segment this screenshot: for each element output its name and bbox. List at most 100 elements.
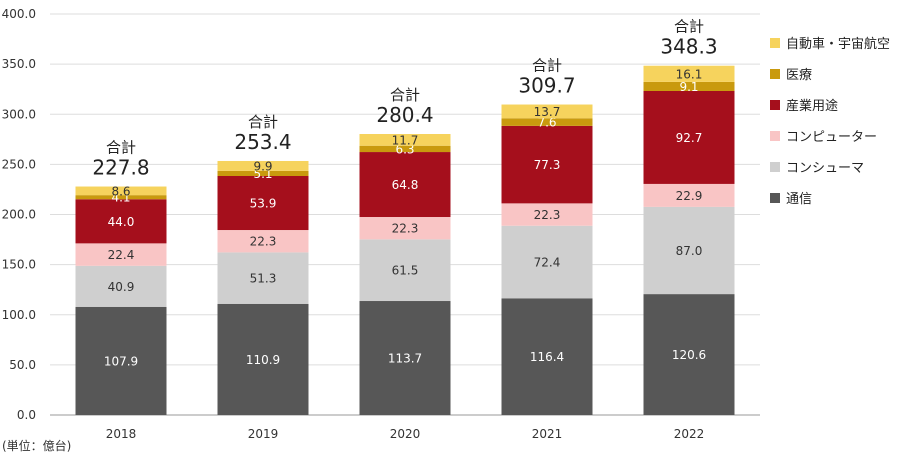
y-tick-label: 250.0 [2,157,36,171]
legend-swatch [770,69,780,79]
legend-swatch [770,131,780,141]
data-label: 22.3 [250,235,277,249]
legend-item: 医療 [770,68,812,83]
bar-segment [501,125,593,204]
bar-segment [643,294,735,415]
data-label: 116.4 [530,350,564,364]
total-caption: 合計 [674,18,704,36]
bar-segment [359,239,451,302]
y-tick-label: 400.0 [2,7,36,21]
total-value: 348.3 [660,35,717,59]
data-label: 9.9 [253,159,272,173]
total-caption: 合計 [106,139,136,157]
legend-label: 通信 [786,192,812,207]
y-tick-label: 200.0 [2,208,36,222]
data-label: 9.1 [679,80,698,94]
bar-segment [501,118,593,126]
data-label: 53.9 [250,197,277,211]
data-label: 6.3 [395,142,414,156]
bar-segment [217,230,309,253]
y-tick-label: 100.0 [2,308,36,322]
data-label: 44.0 [108,215,135,229]
data-label: 40.9 [108,280,135,294]
legend-swatch [770,162,780,172]
bar-segment [359,145,451,153]
total-caption: 合計 [532,57,562,75]
data-label: 22.3 [392,222,419,236]
y-tick-label: 0.0 [17,408,36,422]
total-caption: 合計 [390,86,420,104]
legend-item: コンシューマ [770,161,864,176]
bar-segment [75,265,167,307]
y-axis: 0.0 50.0 100.0 150.0 200.0 250.0 300.0 350.0 400… [2,7,36,422]
bar-segment [501,225,593,299]
x-tick-label: 2022 [674,427,705,441]
legend-swatch [770,193,780,203]
data-label: 107.9 [104,354,138,368]
bar-segment [359,217,451,240]
total-value: 253.4 [234,130,291,154]
bar-segment [75,306,167,415]
legend-label: コンピューター [786,130,877,145]
bar-segment [643,206,735,295]
x-tick-label: 2019 [248,427,279,441]
data-label: 22.9 [676,189,703,203]
data-label: 22.3 [534,208,561,222]
y-tick-label: 350.0 [2,57,36,71]
data-label: 16.1 [676,67,703,81]
bar-segment [217,252,309,304]
legend-item: 自動車・宇宙航空 [770,36,890,52]
legend-item: コンピューター [770,130,877,145]
y-tick-label: 150.0 [2,258,36,272]
legend-label: 医療 [786,68,812,83]
data-label: 51.3 [250,272,277,286]
bar-segment [359,301,451,415]
data-label: 72.4 [534,256,561,270]
bar-segment [501,203,593,226]
data-label: 87.0 [676,244,703,258]
y-tick-label: 50.0 [9,358,36,372]
data-label: 22.4 [108,248,135,262]
legend-item: 産業用途 [770,98,838,114]
data-label: 13.7 [534,105,561,119]
data-label: 11.7 [392,133,419,147]
legend-label: 自動車・宇宙航空 [786,36,890,52]
legend-swatch [770,38,780,48]
bar-segment [643,183,735,207]
legend-label: 産業用途 [786,98,838,114]
total-caption: 合計 [248,113,278,131]
y-tick-label: 300.0 [2,107,36,121]
legend-swatch [770,100,780,110]
bar-segment [75,243,167,266]
unit-label: (単位：億台) [2,438,71,453]
x-axis: 2018 2019 2020 2021 2022 [106,427,705,441]
x-tick-label: 2018 [106,427,137,441]
data-label: 113.7 [388,352,422,366]
bar-segment [217,160,309,171]
bar-segment [75,199,167,244]
bar-segment [501,298,593,415]
bar-segment [217,303,309,415]
bar-segment [217,176,309,231]
data-label: 7.6 [537,116,556,130]
bar-segment [359,133,451,146]
legend-label: コンシューマ [786,161,864,176]
total-value: 227.8 [92,156,149,180]
x-tick-label: 2020 [390,427,421,441]
x-tick-label: 2021 [532,427,563,441]
bar-segment [643,90,735,184]
data-label: 120.6 [672,348,706,362]
data-label: 110.9 [246,353,280,367]
data-label: 92.7 [676,131,703,145]
bars: 107.940.922.444.04.18.6合計227.8110.951.32… [75,18,735,415]
data-label: 61.5 [392,264,419,278]
legend-item: 通信 [770,192,812,207]
bar-segment [643,65,735,82]
